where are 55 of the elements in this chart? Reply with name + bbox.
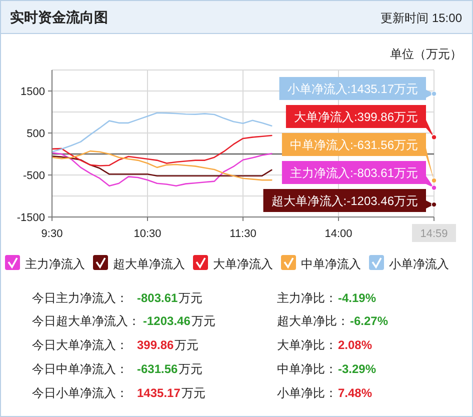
- end-label: 超大单净流入:-1203.46万元: [263, 189, 434, 212]
- x-tick-label: 14:59: [420, 228, 448, 240]
- text: 万元: [181, 386, 206, 400]
- text: -3.29%: [338, 362, 376, 376]
- text: -631.56: [137, 362, 178, 376]
- text: 2.08%: [338, 338, 372, 352]
- legend-label: 中单净流入: [301, 257, 361, 271]
- x-tick-label: 10:30: [134, 228, 162, 240]
- text: 小单净比：: [277, 386, 337, 400]
- annotation: 中单净流入:-631.56万元: [290, 138, 418, 152]
- annotation: 主力净流入:-803.61万元: [290, 166, 418, 180]
- x-tick-label: 9:30: [41, 228, 63, 240]
- annotation: 大单净流入:399.86万元: [294, 110, 418, 124]
- annotation: 小单净流入:1435.17万元: [287, 82, 418, 96]
- x-tick-label: 14:00: [324, 228, 352, 240]
- chart-title: 实时资金流向图: [10, 9, 108, 25]
- text: 超大单净比：: [277, 314, 349, 328]
- y-tick-label: 500: [26, 128, 45, 140]
- legend-item: 小单净流入: [369, 255, 449, 271]
- y-tick-label: -1500: [16, 212, 45, 224]
- text: 万元: [178, 291, 203, 305]
- text: 中单净比：: [277, 362, 337, 376]
- legend-item: 大单净流入: [193, 255, 273, 271]
- text: 今日主力净流入：: [32, 291, 128, 305]
- y-tick-label: 1500: [20, 86, 45, 98]
- text: 万元: [174, 338, 199, 352]
- legend-item: 中单净流入: [281, 255, 361, 271]
- annotation: 超大单净流入:-1203.46万元: [271, 194, 418, 208]
- text: 今日超大单净流入：: [32, 314, 140, 328]
- chart-subtitle: 更新时间 15:00: [380, 11, 462, 25]
- text: 今日中单净流入：: [32, 362, 128, 376]
- legend-label: 大单净流入: [213, 257, 273, 271]
- legend-label: 小单净流入: [389, 257, 449, 271]
- text: -1203.46: [143, 314, 191, 328]
- text: 大单净比：: [277, 338, 337, 352]
- legend-label: 主力净流入: [25, 257, 85, 271]
- text: 主力净比：: [277, 291, 337, 305]
- text: 7.48%: [338, 386, 372, 400]
- text: -803.61: [137, 291, 178, 305]
- text: 今日大单净流入：: [32, 338, 128, 352]
- y-tick-label: -500: [22, 170, 45, 182]
- text: 万元: [191, 314, 216, 328]
- text: -4.19%: [338, 291, 376, 305]
- end-label: 小单净流入:1435.17万元: [279, 77, 434, 100]
- text: 今日小单净流入：: [32, 386, 128, 400]
- end-label: 主力净流入:-803.61万元: [282, 161, 434, 188]
- x-tick-label: 11:30: [230, 228, 256, 240]
- text: 万元: [178, 362, 203, 376]
- legend-item: 主力净流入: [5, 255, 85, 271]
- y-axis-title: 单位（万元）: [390, 47, 462, 61]
- text: 399.86: [137, 338, 174, 352]
- text: 1435.17: [137, 386, 181, 400]
- legend-item: 超大单净流入: [93, 255, 185, 271]
- text: -6.27%: [350, 314, 388, 328]
- legend-label: 超大单净流入: [113, 257, 185, 271]
